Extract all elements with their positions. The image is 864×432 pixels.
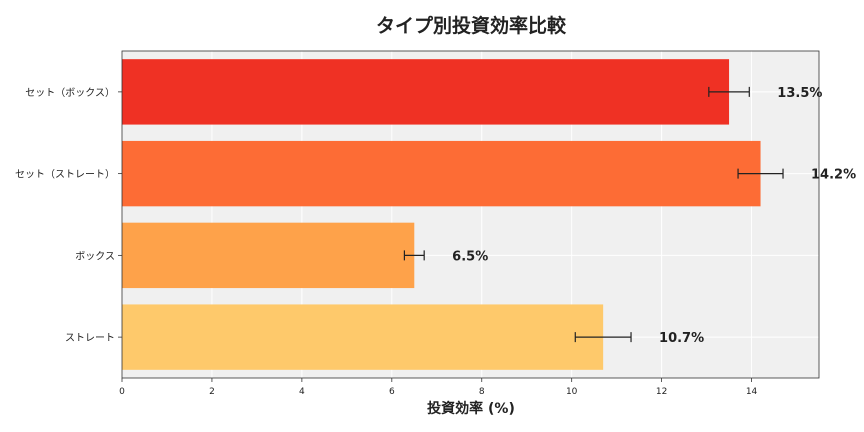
- bar: [122, 222, 415, 289]
- category-label: セット（ストレート）: [15, 169, 115, 181]
- x-axis: 0 2 4 6 8 10 12 14: [119, 378, 758, 397]
- x-tick-label: 0: [119, 387, 125, 397]
- data-label: 10.7%: [659, 331, 704, 346]
- category-label: ストレート: [65, 333, 115, 344]
- chart-title: タイプ別投資効率比較: [376, 14, 567, 37]
- plot-frame: [121, 50, 820, 379]
- data-labels-group: 13.5% 14.2% 6.5% 10.7%: [452, 86, 856, 346]
- x-tick-label: 8: [479, 387, 485, 397]
- category-label: ボックス: [75, 250, 115, 262]
- bar: [122, 59, 730, 125]
- bars-group: [122, 59, 761, 370]
- x-tick-label: 4: [299, 387, 305, 397]
- data-label: 14.2%: [811, 168, 856, 183]
- category-label: セット（ボックス）: [25, 87, 115, 99]
- x-axis-label: 投資効率 (%): [427, 400, 515, 417]
- x-tick-label: 12: [656, 387, 667, 397]
- x-tick-label: 14: [746, 387, 758, 397]
- x-tick-label: 2: [209, 387, 215, 397]
- data-label: 6.5%: [452, 249, 488, 264]
- x-tick-label: 10: [566, 387, 578, 397]
- error-bars-group: [403, 86, 784, 343]
- x-tick-label: 6: [389, 387, 395, 397]
- bar: [122, 140, 761, 207]
- data-label: 13.5%: [777, 86, 822, 101]
- bar: [122, 304, 604, 370]
